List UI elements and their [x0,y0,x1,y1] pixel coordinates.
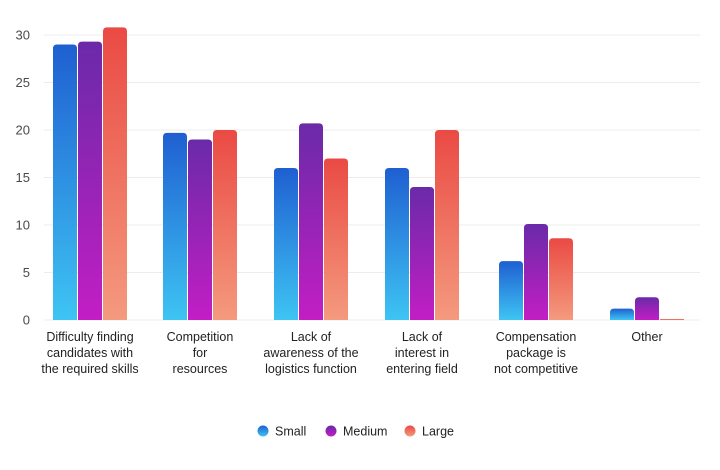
bar-small-3 [385,168,409,320]
bar-small-2 [274,168,298,320]
y-tick-label: 25 [16,75,30,90]
bar-large-4 [549,238,573,320]
bar-small-0 [53,44,77,320]
bar-small-5 [610,308,634,320]
bar-medium-2 [299,123,323,320]
bar-large-2 [324,158,348,320]
legend: Small Medium Large [257,425,454,439]
legend-label-small: Small [275,425,306,439]
bar-large-3 [435,130,459,320]
bar-medium-1 [188,139,212,320]
x-category-label: Competition for resources [167,330,234,376]
bar-large-1 [213,130,237,320]
x-category-label: Difficulty finding candidates with the req… [41,330,138,376]
bar-small-4 [499,261,523,320]
bar-large-5 [660,319,684,320]
y-tick-label: 20 [16,123,30,138]
legend-label-medium: Medium [343,425,387,439]
x-category-label: Other [631,330,662,344]
y-axis-ticks: 0 5 10 15 20 25 30 [16,28,30,328]
legend-marker-medium [325,425,337,437]
y-tick-label: 10 [16,218,30,233]
x-category-label: Compensation package is not competitive [494,330,578,376]
bar-medium-0 [78,41,102,321]
x-category-label: Lack of interest in entering field [386,330,458,376]
y-tick-label: 15 [16,170,30,185]
gridlines [44,34,700,321]
bar-medium-3 [410,187,434,320]
bars [53,27,684,321]
legend-label-large: Large [422,425,454,439]
bar-large-0 [103,27,127,321]
legend-marker-small [257,425,269,437]
x-axis-category-labels: Difficulty finding candidates with the req… [41,330,662,376]
bar-medium-5 [635,297,659,320]
bar-small-1 [163,132,187,320]
y-tick-label: 5 [23,265,30,280]
legend-marker-large [404,425,416,437]
y-tick-label: 0 [23,313,30,328]
x-category-label: Lack of awareness of the logistics functio… [263,330,358,376]
y-tick-label: 30 [16,28,30,43]
bar-medium-4 [524,224,548,320]
